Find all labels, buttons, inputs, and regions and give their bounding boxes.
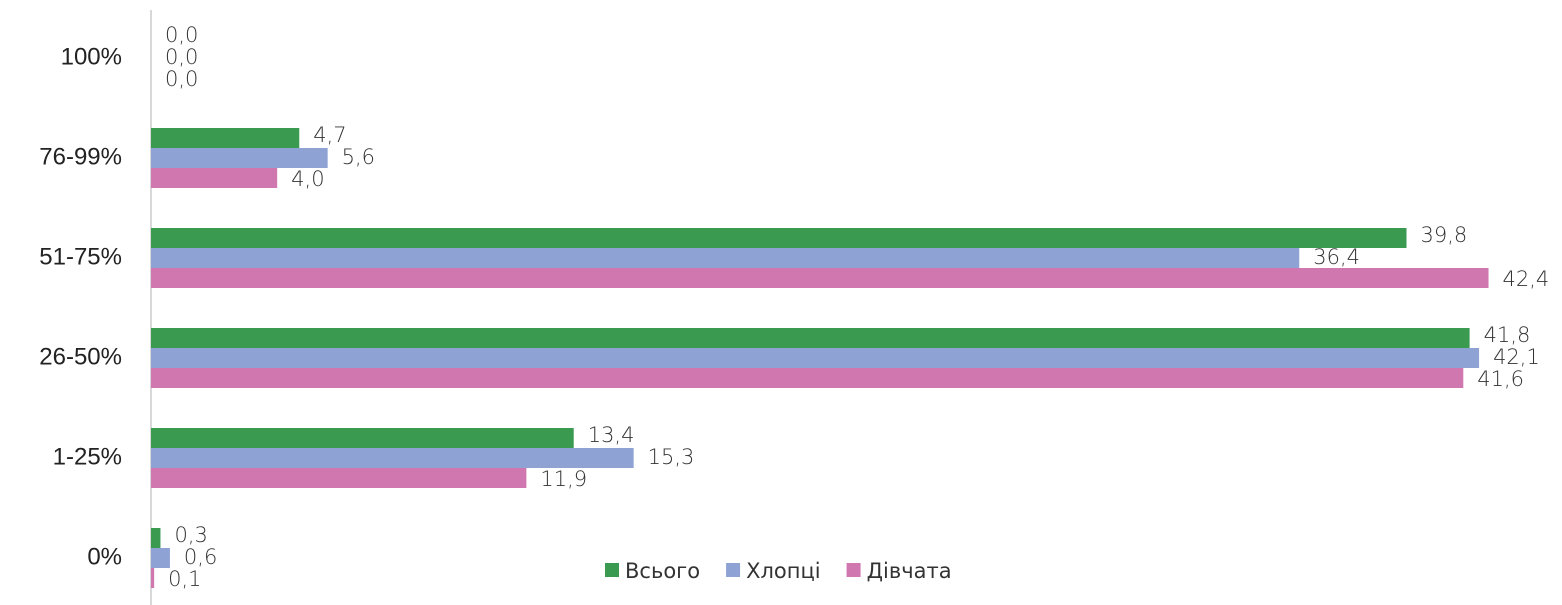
value-label: 41,8 xyxy=(1484,323,1531,347)
y-tick-label: 100% xyxy=(61,43,122,70)
value-label: 0,0 xyxy=(165,45,198,69)
legend-label: Хлопці xyxy=(746,559,821,583)
bar xyxy=(151,468,527,488)
value-label: 0,0 xyxy=(165,23,198,47)
value-label: 0,3 xyxy=(174,523,207,547)
legend-swatch xyxy=(726,563,741,577)
value-label: 36,4 xyxy=(1313,245,1360,269)
legend-swatch xyxy=(605,563,619,577)
legend-swatch xyxy=(846,563,861,577)
bar xyxy=(151,368,1464,388)
value-label: 13,4 xyxy=(588,423,635,447)
value-label: 39,8 xyxy=(1421,223,1468,247)
bar xyxy=(151,328,1470,348)
bar xyxy=(151,248,1300,268)
bar xyxy=(151,168,278,188)
value-label: 0,1 xyxy=(168,567,201,591)
bar xyxy=(151,568,155,588)
bar xyxy=(151,528,161,548)
value-label: 11,9 xyxy=(540,467,587,491)
legend-label: Дівчата xyxy=(867,559,952,583)
y-tick-label: 1-25% xyxy=(53,443,122,470)
y-tick-label: 26-50% xyxy=(39,343,122,370)
value-label: 4,0 xyxy=(291,167,324,191)
legend-label: Всього xyxy=(625,559,700,583)
value-label: 41,6 xyxy=(1477,367,1524,391)
value-label: 5,6 xyxy=(342,145,375,169)
bar xyxy=(151,148,328,168)
value-label: 15,3 xyxy=(648,445,695,469)
value-label: 0,6 xyxy=(184,545,217,569)
value-label: 42,4 xyxy=(1503,267,1550,291)
value-label: 0,0 xyxy=(165,67,198,91)
bar xyxy=(151,548,170,568)
y-tick-label: 51-75% xyxy=(39,243,122,270)
y-tick-label: 76-99% xyxy=(39,143,122,170)
bar xyxy=(151,268,1489,288)
bar xyxy=(151,428,574,448)
bar xyxy=(151,348,1480,368)
bar xyxy=(151,128,300,148)
value-label: 4,7 xyxy=(313,123,346,147)
bar xyxy=(151,228,1407,248)
bar xyxy=(151,448,634,468)
value-label: 42,1 xyxy=(1493,345,1540,369)
y-tick-label: 0% xyxy=(87,543,122,570)
